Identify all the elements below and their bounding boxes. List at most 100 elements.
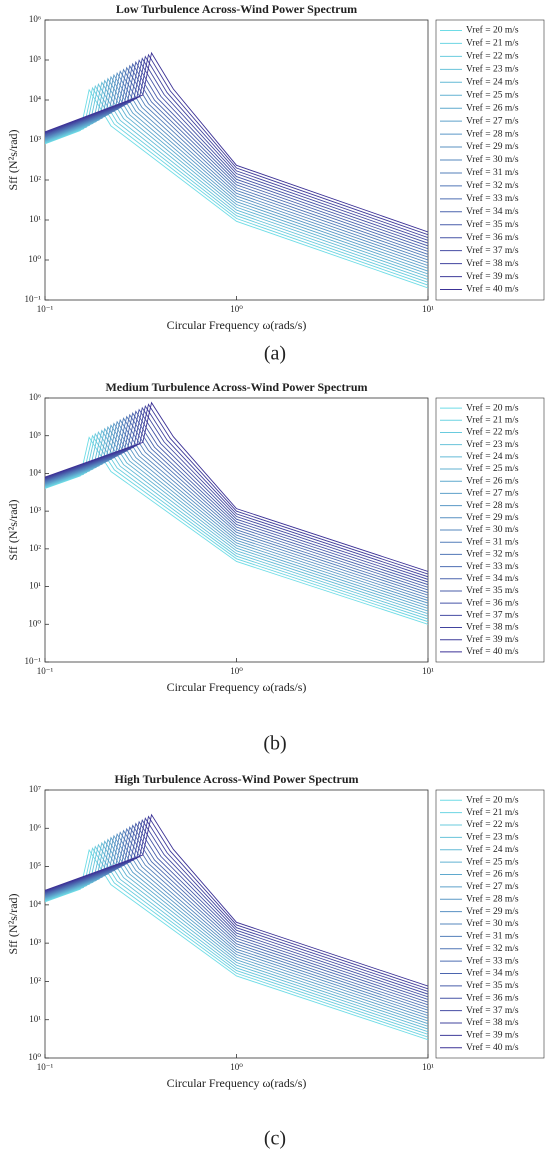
y-tick-label: 10⁻¹: [25, 656, 42, 666]
legend-label: Vref = 35 m/s: [466, 980, 519, 991]
caption: (c): [264, 1128, 286, 1150]
series-line: [45, 404, 428, 578]
legend-label: Vref = 22 m/s: [466, 427, 519, 438]
series-line: [45, 68, 428, 258]
y-tick-label: 10³: [29, 505, 41, 515]
chart-panel: High Turbulence Across-Wind Power Spectr…: [6, 772, 545, 1150]
y-tick-label: 10⁰: [28, 254, 41, 264]
legend-label: Vref = 34 m/s: [466, 573, 519, 584]
y-tick-label: 10⁶: [29, 822, 41, 832]
legend-label: Vref = 40 m/s: [466, 284, 519, 295]
series-line: [45, 71, 428, 264]
chart-panel: Medium Turbulence Across-Wind Power Spec…: [6, 380, 545, 755]
y-tick-label: 10³: [29, 134, 41, 144]
x-tick-label: 10¹: [422, 666, 434, 676]
series-group: [45, 51, 428, 289]
series-line: [45, 436, 428, 625]
legend-label: Vref = 38 m/s: [466, 258, 519, 269]
legend-label: Vref = 30 m/s: [466, 524, 519, 535]
legend-label: Vref = 20 m/s: [466, 402, 519, 413]
x-axis-label: Circular Frequency ω(rads/s): [167, 680, 307, 694]
series-line: [45, 73, 428, 266]
y-tick-label: 10³: [29, 937, 41, 947]
series-line: [45, 75, 428, 269]
legend-label: Vref = 33 m/s: [466, 193, 519, 204]
y-tick-label: 10⁴: [29, 899, 41, 909]
series-line: [45, 829, 428, 1011]
legend-label: Vref = 40 m/s: [466, 646, 519, 657]
chart-title: Medium Turbulence Across-Wind Power Spec…: [105, 380, 367, 394]
series-line: [45, 83, 428, 281]
y-axis-label: Sff (N²s/rad): [6, 893, 20, 954]
y-tick-label: 10⁶: [29, 392, 41, 402]
legend-label: Vref = 24 m/s: [466, 844, 519, 855]
series-line: [45, 838, 428, 1025]
series-line: [45, 51, 428, 233]
series-line: [45, 57, 428, 241]
series-line: [45, 843, 428, 1033]
series-line: [45, 815, 428, 990]
y-tick-label: 10⁵: [29, 430, 41, 440]
legend-label: Vref = 28 m/s: [466, 893, 519, 904]
legend-label: Vref = 29 m/s: [466, 906, 519, 917]
y-tick-label: 10²: [29, 975, 41, 985]
series-line: [45, 415, 428, 594]
legend-label: Vref = 30 m/s: [466, 918, 519, 929]
series-line: [45, 820, 428, 998]
series-line: [45, 813, 428, 987]
series-group: [45, 401, 428, 625]
legend-label: Vref = 28 m/s: [466, 500, 519, 511]
legend-label: Vref = 25 m/s: [466, 89, 519, 100]
legend-label: Vref = 25 m/s: [466, 856, 519, 867]
series-line: [45, 88, 428, 289]
series-line: [45, 81, 428, 278]
series-line: [45, 79, 428, 275]
series-line: [45, 822, 428, 1000]
series-line: [45, 62, 428, 250]
legend-label: Vref = 22 m/s: [466, 819, 519, 830]
y-axis-label: Sff (N²s/rad): [6, 499, 20, 560]
series-line: [45, 824, 428, 1003]
series-line: [45, 848, 428, 1041]
legend-label: Vref = 23 m/s: [466, 439, 519, 450]
legend-label: Vref = 39 m/s: [466, 1030, 519, 1041]
series-line: [45, 55, 428, 238]
legend-label: Vref = 24 m/s: [466, 76, 519, 87]
legend-label: Vref = 31 m/s: [466, 536, 519, 547]
legend-label: Vref = 35 m/s: [466, 585, 519, 596]
series-line: [45, 70, 428, 261]
y-tick-label: 10²: [29, 543, 41, 553]
chart-title: Low Turbulence Across-Wind Power Spectru…: [116, 2, 357, 16]
plot-area: [44, 19, 429, 301]
legend-label: Vref = 20 m/s: [466, 25, 519, 36]
series-line: [45, 833, 428, 1017]
series-line: [45, 424, 428, 607]
x-tick-label: 10⁰: [230, 666, 243, 676]
series-line: [45, 77, 428, 272]
legend-label: Vref = 22 m/s: [466, 51, 519, 62]
y-tick-label: 10⁴: [29, 467, 41, 477]
legend-label: Vref = 38 m/s: [466, 1017, 519, 1028]
legend-label: Vref = 36 m/s: [466, 232, 519, 243]
legend-label: Vref = 20 m/s: [466, 794, 519, 805]
x-axis-label: Circular Frequency ω(rads/s): [167, 318, 307, 332]
legend-label: Vref = 34 m/s: [466, 968, 519, 979]
legend-label: Vref = 37 m/s: [466, 610, 519, 621]
y-tick-label: 10⁵: [29, 54, 41, 64]
legend-label: Vref = 26 m/s: [466, 869, 519, 880]
series-line: [45, 827, 428, 1009]
series-line: [45, 411, 428, 588]
y-tick-label: 10⁷: [29, 784, 41, 794]
legend-label: Vref = 27 m/s: [466, 488, 519, 499]
legend-label: Vref = 26 m/s: [466, 475, 519, 486]
legend-label: Vref = 29 m/s: [466, 141, 519, 152]
y-tick-label: 10⁵: [29, 861, 41, 871]
legend-label: Vref = 27 m/s: [466, 115, 519, 126]
legend-label: Vref = 28 m/s: [466, 128, 519, 139]
series-line: [45, 406, 428, 580]
series-line: [45, 403, 428, 575]
legend-label: Vref = 24 m/s: [466, 451, 519, 462]
series-line: [45, 427, 428, 612]
legend-label: Vref = 30 m/s: [466, 154, 519, 165]
